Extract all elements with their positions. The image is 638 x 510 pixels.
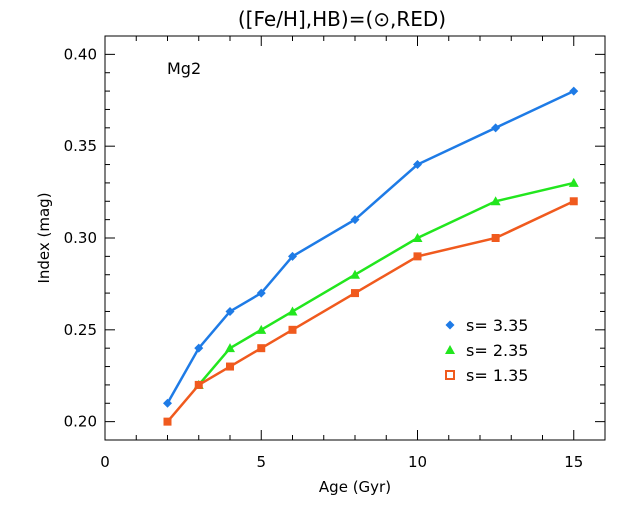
- data-point: [256, 288, 266, 298]
- data-point: [225, 343, 235, 353]
- x-tick-label: 5: [256, 453, 266, 471]
- data-point: [351, 289, 359, 298]
- y-tick-label: 0.25: [64, 321, 97, 339]
- x-axis-label: Age (Gyr): [319, 478, 391, 496]
- data-point: [257, 344, 266, 353]
- y-axis-label: Index (mag): [35, 192, 53, 283]
- data-point: [491, 234, 500, 242]
- data-point: [194, 380, 203, 389]
- series-line: [197, 181, 575, 386]
- data-point: [569, 86, 579, 96]
- x-tick-label: 10: [408, 453, 427, 471]
- legend-marker: [445, 370, 455, 380]
- data-point: [226, 362, 234, 371]
- data-point: [568, 177, 579, 187]
- data-point: [412, 233, 423, 242]
- series-square: [163, 197, 578, 426]
- data-point: [287, 306, 298, 316]
- data-point: [413, 160, 422, 170]
- y-tick-label: 0.30: [64, 229, 97, 247]
- legend-label: s= 1.35: [466, 366, 528, 385]
- x-axis: 0 5 10 15: [100, 36, 606, 471]
- legend-marker: [445, 320, 455, 330]
- y-tick-label: 0.20: [64, 413, 97, 431]
- series-triangle: [193, 177, 579, 389]
- legend-label: s= 2.35: [466, 341, 528, 360]
- series-layer: [163, 86, 579, 426]
- data-point: [413, 252, 422, 261]
- data-point: [569, 197, 578, 206]
- data-point: [256, 324, 267, 334]
- data-point: [194, 343, 204, 353]
- data-point: [490, 196, 501, 206]
- y-axis: 0.20 0.25 0.30 0.35 0.40: [64, 35, 605, 441]
- data-point: [350, 215, 360, 225]
- data-point: [491, 123, 501, 133]
- chart-title: ([Fe/H],HB)=(⊙,RED): [238, 7, 446, 31]
- data-point: [163, 417, 172, 426]
- x-tick-label: 0: [100, 453, 110, 471]
- y-tick-label: 0.40: [64, 45, 97, 63]
- data-point: [288, 251, 297, 261]
- data-point: [288, 325, 297, 334]
- data-point: [350, 269, 360, 279]
- data-point: [163, 398, 172, 408]
- series-diamond: [163, 86, 579, 408]
- x-tick-label: 15: [564, 453, 583, 471]
- legend: s= 3.35 s= 2.35 s= 1.35: [445, 316, 528, 385]
- legend-label: s= 3.35: [466, 316, 528, 335]
- legend-marker: [445, 345, 455, 354]
- data-point: [225, 306, 235, 316]
- panel-annotation: Mg2: [167, 59, 201, 78]
- y-tick-label: 0.35: [64, 137, 97, 155]
